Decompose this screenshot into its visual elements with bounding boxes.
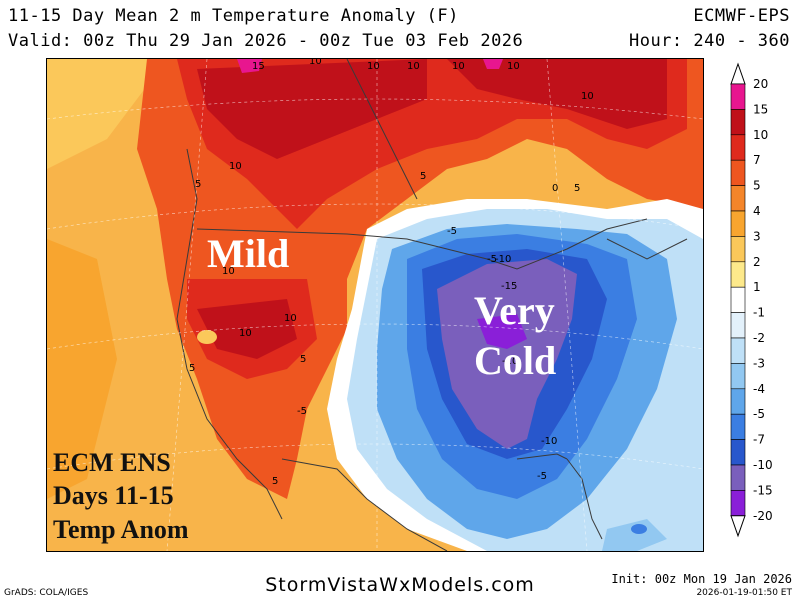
contour-label: 10 — [452, 61, 465, 72]
legend-swatch — [730, 286, 746, 313]
very-annotation: Very — [474, 288, 555, 333]
legend-label: -2 — [753, 331, 765, 345]
legend-swatch — [730, 337, 746, 364]
legend-label: 15 — [753, 102, 768, 116]
legend-swatch — [730, 490, 746, 517]
legend-label: -1 — [753, 306, 765, 320]
anomaly-zone-very-hot-north — [197, 59, 427, 159]
legend-label: 4 — [753, 204, 761, 218]
cold-annotation: Cold — [474, 338, 556, 383]
legend-canvas: 20 15 10 7 5 4 3 2 1 -1 -2 -3 -4 -5 -7 -10 -15 -20 — [730, 62, 773, 538]
anomaly-zone-nw — [47, 59, 167, 169]
map-borders — [176, 59, 688, 551]
contour-label: 10 — [581, 91, 594, 102]
timestamp: 2026-01-19-01:50 ET — [696, 588, 792, 598]
contour-label: -5 — [447, 226, 457, 237]
anomaly-zone-very-hot-sw — [197, 299, 297, 359]
contour-label: -5 — [297, 406, 307, 417]
legend-label: -15 — [753, 483, 773, 497]
corner-label-line3: Temp Anom — [53, 515, 189, 544]
contour-label: -5 — [487, 254, 497, 265]
legend-swatch — [730, 109, 746, 136]
contour-label: 5 — [300, 354, 306, 365]
legend-swatch — [730, 236, 746, 263]
contour-label: 10 — [407, 61, 420, 72]
model-name: ECMWF-EPS — [693, 6, 790, 26]
legend-swatch — [730, 185, 746, 212]
legend-swatch — [730, 439, 746, 466]
site-name: StormVistaWxModels.com — [265, 574, 535, 596]
map-canvas: 15 10 10 10 10 10 10 10 5 5 10 10 5 5 10… — [47, 59, 703, 551]
contour-label: 5 — [420, 171, 426, 182]
contour-label: 5 — [195, 179, 201, 190]
legend-label: 1 — [753, 280, 761, 294]
legend-swatch — [730, 413, 746, 440]
valid-period: Valid: 00z Thu 29 Jan 2026 - 00z Tue 03 … — [8, 31, 524, 51]
grads-credit: GrADS: COLA/IGES — [4, 588, 89, 598]
legend-swatch — [730, 363, 746, 390]
contour-label: -10 — [495, 254, 511, 265]
contour-label: 5 — [574, 183, 580, 194]
legend-label: -10 — [753, 458, 773, 472]
contour-label: 10 — [229, 161, 242, 172]
legend-label: 2 — [753, 255, 761, 269]
contour-label: 5 — [189, 363, 195, 374]
legend-swatch — [730, 210, 746, 237]
contour-label: -10 — [502, 356, 518, 367]
contour-label: 10 — [284, 313, 297, 324]
contour-label: 5 — [272, 476, 278, 487]
legend-label: 20 — [753, 77, 768, 91]
contour-label: -15 — [501, 281, 517, 292]
legend-label: 5 — [753, 179, 761, 193]
legend-label: -4 — [753, 382, 765, 396]
contour-label: -5 — [537, 471, 547, 482]
legend-bottom-arrow — [730, 515, 746, 538]
legend-swatch — [730, 83, 746, 110]
map-title: 11-15 Day Mean 2 m Temperature Anomaly (… — [8, 6, 459, 26]
forecast-hours: Hour: 240 - 360 — [628, 31, 790, 51]
anomaly-local-cool — [197, 330, 217, 344]
legend-label: -20 — [753, 509, 773, 523]
contour-label: 10 — [367, 61, 380, 72]
anomaly-zone-very-cold — [437, 259, 577, 449]
corner-label-line1: ECM ENS — [53, 448, 171, 477]
contour-label: -10 — [541, 436, 557, 447]
contour-label: 10 — [222, 266, 235, 277]
contour-label: 10 — [507, 61, 520, 72]
anomaly-zone-pacific — [47, 239, 117, 499]
contour-label: 15 — [252, 61, 265, 72]
corner-label-line2: Days 11-15 — [53, 481, 174, 510]
contour-label: 10 — [239, 328, 252, 339]
legend-swatch — [730, 261, 746, 288]
anomaly-max-15a — [237, 59, 262, 73]
contour-label: 0 — [552, 183, 558, 194]
legend-label: 10 — [753, 128, 768, 142]
legend-swatch — [730, 312, 746, 339]
anomaly-local-cold — [631, 524, 647, 534]
legend-swatch — [730, 464, 746, 491]
mild-annotation: Mild — [207, 231, 289, 276]
anomaly-min-20 — [477, 314, 527, 349]
init-time: Init: 00z Mon 19 Jan 2026 — [611, 572, 792, 586]
anomaly-max-15b — [483, 59, 503, 69]
contour-labels: 15 10 10 10 10 10 10 10 5 5 10 10 5 5 10… — [189, 59, 594, 487]
color-legend: 20 15 10 7 5 4 3 2 1 -1 -2 -3 -4 -5 -7 -10 -15 -20 — [727, 62, 797, 558]
legend-label: -3 — [753, 356, 765, 370]
graticule — [47, 59, 703, 551]
contour-label: 10 — [309, 59, 322, 67]
anomaly-zone-very-hot-east — [447, 59, 667, 129]
legend-swatch — [730, 159, 746, 186]
temperature-anomaly-map: 15 10 10 10 10 10 10 10 5 5 10 10 5 5 10… — [46, 58, 704, 552]
legend-label: 7 — [753, 153, 761, 167]
legend-swatch — [730, 388, 746, 415]
legend-top-arrow — [730, 62, 746, 85]
legend-label: -7 — [753, 433, 765, 447]
legend-swatch — [730, 134, 746, 161]
legend-label: 3 — [753, 229, 761, 243]
anomaly-zone-caribbean — [602, 519, 667, 551]
legend-label: -5 — [753, 407, 765, 421]
